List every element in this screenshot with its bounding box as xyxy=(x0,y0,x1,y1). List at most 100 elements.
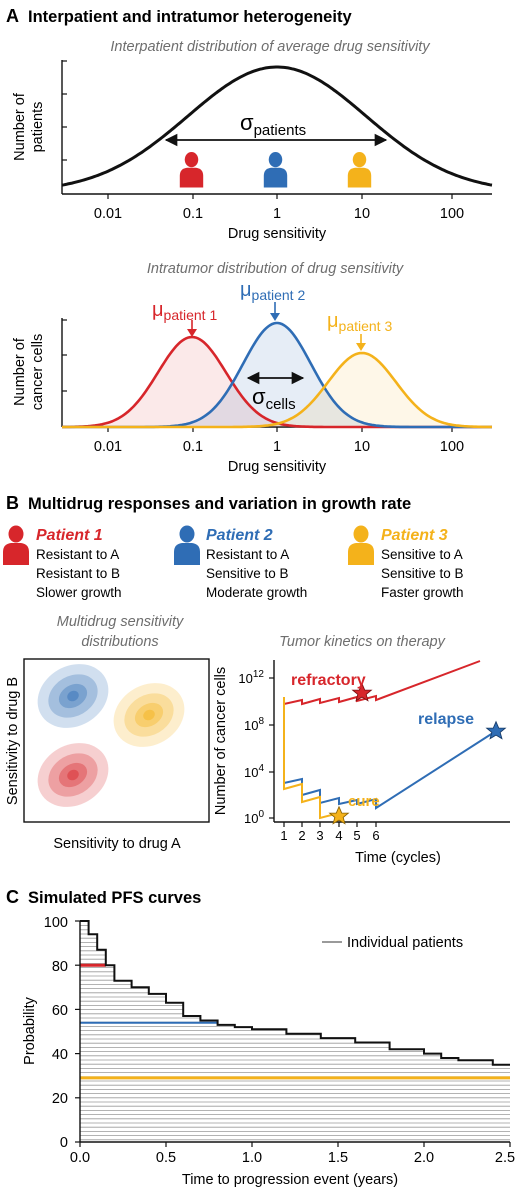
c-xtick-1: 0.5 xyxy=(156,1150,176,1166)
patient1-line2: Resistant to B xyxy=(36,566,120,581)
a-bot-ylabel-line1: Number of xyxy=(12,337,28,406)
yellow-distribution-blob xyxy=(113,683,185,747)
red-distribution-blob xyxy=(37,743,109,807)
b-right-ytick-4: 104 xyxy=(244,763,264,780)
panel-a-letter: A xyxy=(6,6,19,26)
b-right-xtick-2: 2 xyxy=(298,828,305,843)
c-xlabel: Time to progression event (years) xyxy=(182,1172,398,1188)
patient3-line1: Sensitive to A xyxy=(381,547,463,562)
a-top-xtick-0: 0.01 xyxy=(94,206,122,222)
c-xtick-2: 1.0 xyxy=(242,1150,262,1166)
sigma-cells-label: σcells xyxy=(252,384,296,413)
mu-patient2-label: μpatient 2 xyxy=(240,279,305,303)
refractory-label: refractory xyxy=(291,672,366,689)
panel-a-top-subtitle: Interpatient distribution of average dru… xyxy=(110,39,430,55)
refractory-star-icon xyxy=(351,682,373,702)
c-ytick-60: 60 xyxy=(52,1003,68,1019)
a-top-xlabel: Drug sensitivity xyxy=(228,226,327,242)
a-top-x-ticks xyxy=(107,194,453,199)
relapse-trajectory xyxy=(283,730,497,810)
patient2-person-icon xyxy=(174,525,200,565)
person-icon-patient2 xyxy=(263,151,288,188)
person-icon-patient1 xyxy=(179,151,204,188)
patient1-name: Patient 1 xyxy=(36,527,103,544)
b-left-ylabel: Sensitivity to drug B xyxy=(5,677,21,805)
refractory-trajectory xyxy=(283,660,481,706)
patient2-name: Patient 2 xyxy=(206,527,273,544)
c-xtick-3: 1.5 xyxy=(328,1150,348,1166)
mu-patient3-label: μpatient 3 xyxy=(327,310,392,334)
c-xtick-5: 2.5 xyxy=(495,1150,515,1166)
b-right-ylabel: Number of cancer cells xyxy=(213,667,229,815)
c-x-ticks xyxy=(79,1142,511,1147)
a-top-xtick-3: 10 xyxy=(354,206,370,222)
b-right-ytick-8: 108 xyxy=(244,716,264,733)
b-left-xlabel: Sensitivity to drug A xyxy=(53,836,181,852)
c-ytick-0: 0 xyxy=(60,1135,68,1151)
patient3-name: Patient 3 xyxy=(381,527,448,544)
b-right-x-ticks xyxy=(283,822,377,827)
c-legend-box xyxy=(318,929,506,955)
patient3-line2: Sensitive to B xyxy=(381,566,464,581)
person-icon-patient3 xyxy=(347,151,372,188)
mu-patient1-label: μpatient 1 xyxy=(152,299,217,323)
b-left-plot-frame xyxy=(23,658,210,823)
panel-b-letter: B xyxy=(6,493,19,513)
b-right-xtick-4: 4 xyxy=(335,828,342,843)
intratumor-curve-patient3 xyxy=(62,351,493,429)
relapse-label: relapse xyxy=(418,711,474,728)
b-right-xtick-6: 6 xyxy=(372,828,379,843)
a-bot-xtick-0: 0.01 xyxy=(94,439,122,455)
sigma-patients-label: σpatients xyxy=(240,110,306,139)
pfs-curve xyxy=(80,920,510,1066)
c-y-ticks xyxy=(75,920,80,1143)
c-xtick-4: 2.0 xyxy=(414,1150,434,1166)
b-right-xtick-5: 5 xyxy=(353,828,360,843)
patient2-line1: Resistant to A xyxy=(206,547,289,562)
patient1-line1: Resistant to A xyxy=(36,547,119,562)
patient2-line3: Moderate growth xyxy=(206,585,307,600)
panel-b-title: Multidrug responses and variation in gro… xyxy=(28,495,411,513)
patient1-line3: Slower growth xyxy=(36,585,122,600)
panel-c-title: Simulated PFS curves xyxy=(28,889,201,907)
a-bot-xtick-3: 10 xyxy=(354,439,370,455)
c-ylabel: Probability xyxy=(22,996,38,1064)
b-left-subtitle-1: Multidrug sensitivity xyxy=(57,614,184,630)
c-ytick-100: 100 xyxy=(44,915,68,931)
patient3-line3: Faster growth xyxy=(381,585,464,600)
panel-a-title: Interpatient and intratumor heterogeneit… xyxy=(28,8,352,26)
mu-patient2-arrowhead xyxy=(270,313,280,321)
a-bot-xlabel: Drug sensitivity xyxy=(228,459,327,475)
patient3-person-icon xyxy=(348,525,374,565)
a-bot-xtick-4: 100 xyxy=(440,439,464,455)
b-right-subtitle: Tumor kinetics on therapy xyxy=(279,634,445,650)
b-left-subtitle-2: distributions xyxy=(81,634,158,650)
a-top-xtick-2: 1 xyxy=(273,206,281,222)
a-top-ylabel-line1: Number of xyxy=(12,92,28,161)
panel-c-letter: C xyxy=(6,887,19,907)
intratumor-fill-patient1 xyxy=(62,337,492,427)
intratumor-fill-patient3 xyxy=(62,353,492,427)
a-bot-xtick-1: 0.1 xyxy=(183,439,203,455)
a-top-xtick-4: 100 xyxy=(440,206,464,222)
panel-a-bottom-subtitle: Intratumor distribution of drug sensitiv… xyxy=(147,261,404,277)
c-legend-label: Individual patients xyxy=(347,935,463,951)
b-right-xtick-3: 3 xyxy=(316,828,323,843)
patient2-line2: Sensitive to B xyxy=(206,566,289,581)
b-right-ytick-0: 100 xyxy=(244,809,264,826)
relapse-star-icon xyxy=(485,720,507,740)
c-xtick-0: 0.0 xyxy=(70,1150,90,1166)
patient1-person-icon xyxy=(3,525,29,565)
c-ytick-80: 80 xyxy=(52,959,68,975)
b-right-xtick-1: 1 xyxy=(280,828,287,843)
mu-patient3-arrowhead xyxy=(356,343,366,351)
b-right-ytick-12: 1012 xyxy=(238,669,264,686)
interpatient-distribution-curve xyxy=(61,65,493,187)
cure-star-icon xyxy=(328,805,350,825)
a-bot-ylabel-line2: cancer cells xyxy=(30,334,46,411)
a-top-y-ticks xyxy=(62,60,67,161)
a-top-xtick-1: 0.1 xyxy=(183,206,203,222)
mu-patient1-arrowhead xyxy=(187,329,197,337)
a-bot-y-ticks xyxy=(62,319,67,392)
